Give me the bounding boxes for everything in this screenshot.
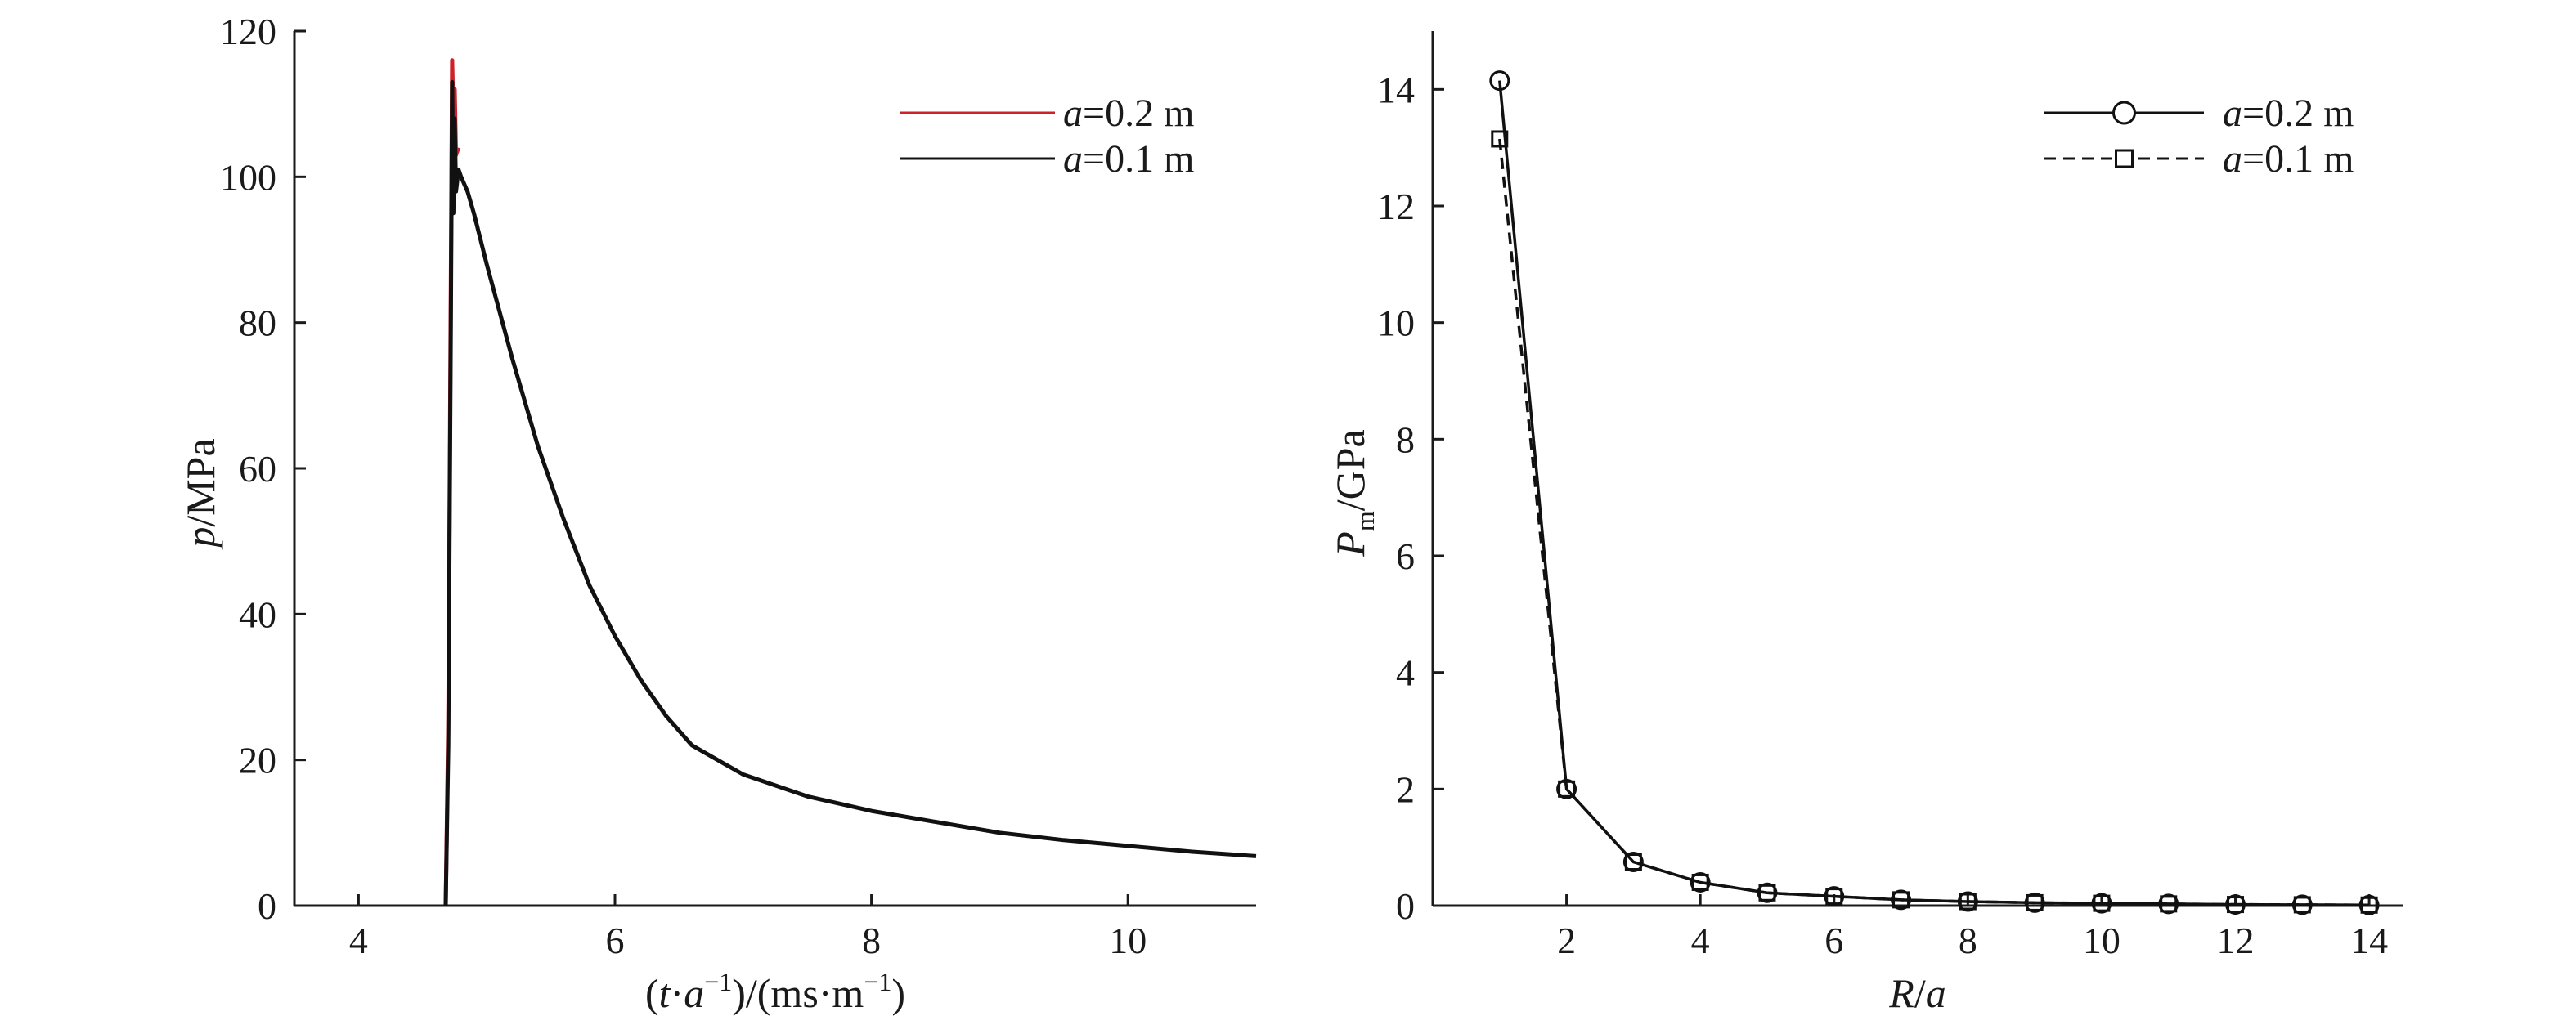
data-point-circle (1824, 886, 1845, 907)
series-line-1 (1498, 80, 2370, 907)
y-tick-label: 40 (239, 593, 276, 635)
y-tick-label: 6 (1396, 535, 1415, 577)
data-point-square (2160, 895, 2178, 913)
x-tick-label: 6 (1824, 920, 1843, 961)
data-point-circle (1891, 889, 1912, 911)
y-tick-label: 8 (1396, 419, 1415, 460)
y-tick-label: 100 (220, 156, 276, 198)
y-axis-label: Pm/GPa (1327, 429, 1380, 557)
y-tick-label: 20 (239, 740, 276, 781)
data-point-square (1558, 780, 1576, 798)
y-tick-label: 80 (239, 302, 276, 344)
data-point-square (1892, 891, 1910, 909)
data-point-square (2026, 893, 2044, 911)
data-point-square (2360, 896, 2378, 914)
data-point-circle (2091, 893, 2112, 914)
x-tick-label: 2 (1557, 920, 1576, 961)
x-tick-label: 8 (1959, 920, 1977, 961)
y-tick-label: 120 (220, 11, 276, 52)
x-axis-label: R/a (1888, 970, 1945, 1016)
x-tick-label: 10 (1109, 920, 1147, 961)
x-tick-label: 4 (1691, 920, 1710, 961)
data-point-circle (2225, 894, 2246, 915)
data-point-circle (1622, 852, 1644, 872)
legend-label-1: a=0.2 m (1063, 92, 1194, 135)
data-point-square (1825, 888, 1843, 906)
y-tick-label: 0 (1396, 885, 1415, 927)
x-tick-label: 6 (606, 920, 625, 961)
data-point-circle (1489, 70, 1510, 92)
data-point-square (2227, 896, 2245, 914)
x-tick-label: 12 (2217, 920, 2255, 961)
data-point-circle (1690, 871, 1711, 893)
x-axis-label: (t·a−1)/(ms·m−1) (645, 967, 905, 1016)
chart-right-peak-pressure-distance: 2 4 6 8 10 12 14 0 2 4 6 8 10 12 14 a=0.2 ma=0.1 m R/a Pm… (1327, 31, 2403, 1016)
data-point-circle (2291, 894, 2313, 915)
data-point-square (1691, 873, 1709, 891)
y-tick-label: 4 (1396, 652, 1415, 694)
legend-marker-square (2115, 149, 2134, 168)
y-tick-label: 14 (1377, 69, 1415, 110)
data-point-square (1491, 130, 1509, 148)
data-point-circle (2158, 893, 2179, 915)
data-point-circle (2024, 892, 2045, 913)
x-tick-label: 8 (862, 920, 881, 961)
x-tick-label: 10 (2083, 920, 2120, 961)
x-tick-label: 14 (2350, 920, 2388, 961)
legend-label-1: a=0.2 m (2223, 92, 2354, 135)
y-tick-label: 2 (1396, 768, 1415, 810)
data-point-circle (1957, 891, 1978, 912)
legend-label-2: a=0.1 m (1063, 137, 1194, 181)
data-point-circle (1757, 882, 1778, 903)
data-point-square (1624, 853, 1642, 871)
y-tick-label: 60 (239, 448, 276, 490)
data-point-square (2293, 896, 2311, 914)
series-line-2 (1498, 138, 2370, 907)
legend-marker-circle (2112, 101, 2136, 125)
data-point-circle (1556, 778, 1577, 799)
y-axis-label: p/MPa (177, 438, 223, 549)
series-line-2 (443, 79, 1257, 906)
x-tick-label: 4 (349, 920, 368, 961)
data-point-square (1758, 884, 1776, 902)
y-tick-label: 10 (1377, 302, 1415, 344)
data-point-square (2093, 894, 2111, 912)
data-point-square (1959, 893, 1977, 911)
y-tick-label: 0 (258, 885, 276, 927)
y-tick-label: 12 (1377, 186, 1415, 227)
legend-label-2: a=0.1 m (2223, 137, 2354, 181)
data-point-circle (2358, 894, 2380, 915)
